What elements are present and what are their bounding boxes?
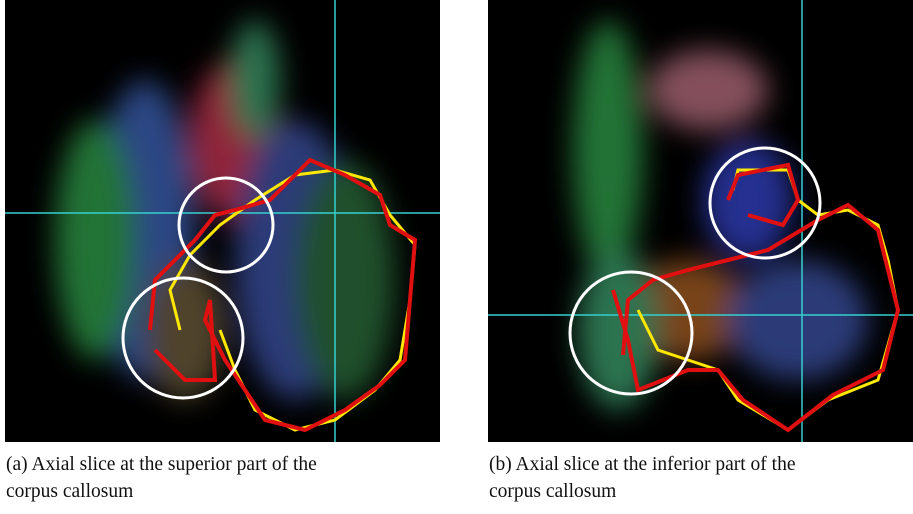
- caption-line: (a) Axial slice at the superior part of …: [6, 454, 317, 475]
- axial-image-b: [488, 0, 913, 442]
- caption-line: corpus callosum: [6, 481, 134, 502]
- caption-b: (b) Axial slice at the inferior part of …: [489, 451, 795, 505]
- caption-line: corpus callosum: [489, 481, 617, 502]
- caption-line: (b) Axial slice at the inferior part of …: [489, 454, 796, 475]
- caption-a: (a) Axial slice at the superior part of …: [6, 451, 317, 505]
- axial-image-a: [5, 0, 440, 442]
